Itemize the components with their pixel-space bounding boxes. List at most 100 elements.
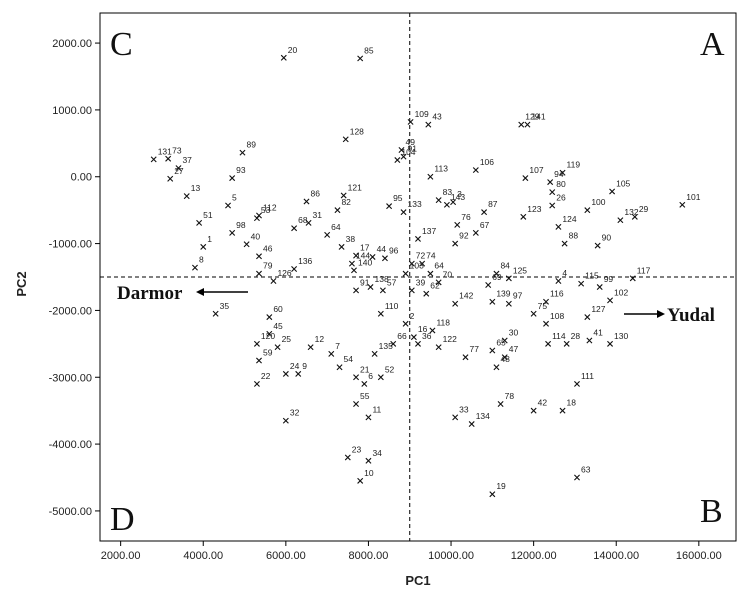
point-marker-121 — [340, 192, 347, 199]
point-label-138: 138 — [375, 274, 389, 284]
point-marker-12 — [307, 344, 314, 351]
point-label-28: 28 — [571, 331, 581, 341]
point-marker-130 — [607, 340, 614, 347]
point-label-24: 24 — [290, 361, 300, 371]
point-marker-45 — [266, 330, 273, 337]
point-marker-85 — [357, 55, 364, 62]
point-label-136: 136 — [298, 256, 312, 266]
point-label-88: 88 — [569, 231, 579, 241]
point-marker-117 — [629, 275, 636, 282]
point-marker-78 — [497, 400, 504, 407]
point-label-103: 103 — [410, 261, 424, 271]
point-label-21: 21 — [360, 364, 370, 374]
x-tick-label-3: 8000.00 — [349, 550, 389, 562]
point-marker-125 — [505, 275, 512, 282]
point-label-105: 105 — [616, 178, 630, 188]
point-label-20: 20 — [288, 45, 298, 55]
point-label-100: 100 — [591, 197, 605, 207]
point-label-134: 134 — [476, 411, 490, 421]
point-label-34: 34 — [372, 448, 382, 458]
point-label-22: 22 — [261, 371, 271, 381]
point-marker-42 — [530, 407, 537, 414]
point-label-70: 70 — [443, 269, 453, 279]
point-label-39: 39 — [416, 277, 426, 287]
point-marker-110 — [377, 310, 384, 317]
point-marker-70 — [435, 279, 442, 286]
quadrant-label-a: A — [700, 26, 725, 63]
point-label-74: 74 — [426, 251, 436, 261]
point-marker-107 — [522, 175, 529, 182]
y-tick-label-4: -2000.00 — [49, 305, 92, 317]
point-marker-69 — [485, 282, 492, 289]
point-marker-105 — [609, 188, 616, 195]
point-marker-33 — [452, 414, 459, 421]
y-tick-label-3: -1000.00 — [49, 239, 92, 251]
point-marker-73 — [165, 155, 172, 162]
point-label-93: 93 — [236, 165, 246, 175]
point-marker-94 — [547, 179, 554, 186]
point-marker-38 — [338, 243, 345, 250]
point-label-54: 54 — [344, 354, 354, 364]
point-marker-101 — [679, 201, 686, 208]
point-label-18: 18 — [567, 398, 577, 408]
point-marker-72 — [408, 260, 415, 267]
point-label-42: 42 — [538, 398, 548, 408]
point-label-98: 98 — [236, 220, 246, 230]
point-label-2: 2 — [410, 311, 415, 321]
point-marker-144 — [348, 260, 355, 267]
x-tick-label-0: 2000.00 — [101, 550, 141, 562]
point-label-89: 89 — [246, 140, 256, 150]
point-marker-136 — [291, 265, 298, 272]
point-label-120: 120 — [261, 331, 275, 341]
point-marker-57 — [379, 287, 386, 294]
point-label-30: 30 — [509, 327, 519, 337]
point-label-124: 124 — [562, 214, 576, 224]
y-axis-title: PC2 — [14, 271, 29, 296]
point-marker-118 — [429, 327, 436, 334]
point-marker-36 — [415, 340, 421, 347]
point-marker-116 — [543, 298, 550, 305]
point-marker-49 — [398, 147, 405, 154]
point-label-62: 62 — [430, 281, 440, 291]
point-marker-25 — [274, 344, 281, 351]
point-marker-43 — [425, 121, 432, 128]
point-marker-139 — [489, 298, 496, 305]
point-marker-132 — [617, 217, 624, 224]
point-marker-40 — [243, 241, 250, 248]
point-marker-52 — [377, 374, 384, 381]
point-label-6: 6 — [368, 371, 373, 381]
point-marker-68 — [291, 225, 298, 232]
point-label-31: 31 — [313, 210, 323, 220]
point-marker-111 — [574, 380, 580, 387]
point-label-109: 109 — [415, 109, 429, 119]
point-marker-6 — [361, 380, 368, 387]
y-tick-label-1: 1000.00 — [52, 105, 92, 117]
point-marker-64 — [324, 231, 331, 238]
point-label-96: 96 — [389, 245, 399, 255]
point-marker-124 — [555, 223, 562, 230]
point-label-87: 87 — [488, 199, 498, 209]
point-label-65: 65 — [496, 338, 506, 348]
point-label-133: 133 — [408, 199, 422, 209]
point-marker-82 — [334, 207, 341, 214]
point-marker-9 — [295, 370, 302, 377]
point-marker-91 — [400, 153, 407, 160]
point-label-77: 77 — [469, 344, 479, 354]
point-label-137: 137 — [422, 226, 436, 236]
point-marker-113 — [427, 173, 434, 180]
point-marker-99 — [596, 284, 603, 291]
point-label-68: 68 — [298, 215, 308, 225]
point-label-101: 101 — [686, 192, 700, 202]
point-label-17: 17 — [360, 243, 370, 253]
point-label-114: 114 — [552, 331, 566, 341]
point-label-91: 91 — [360, 277, 370, 287]
point-marker-142 — [452, 300, 459, 307]
point-label-19: 19 — [496, 481, 506, 491]
point-marker-19 — [489, 491, 496, 498]
point-marker-140 — [350, 267, 357, 274]
point-marker-20 — [280, 54, 287, 61]
point-label-69: 69 — [492, 272, 502, 282]
point-label-1: 1 — [207, 234, 212, 244]
point-marker-63 — [574, 474, 580, 481]
point-label-102: 102 — [614, 287, 628, 297]
